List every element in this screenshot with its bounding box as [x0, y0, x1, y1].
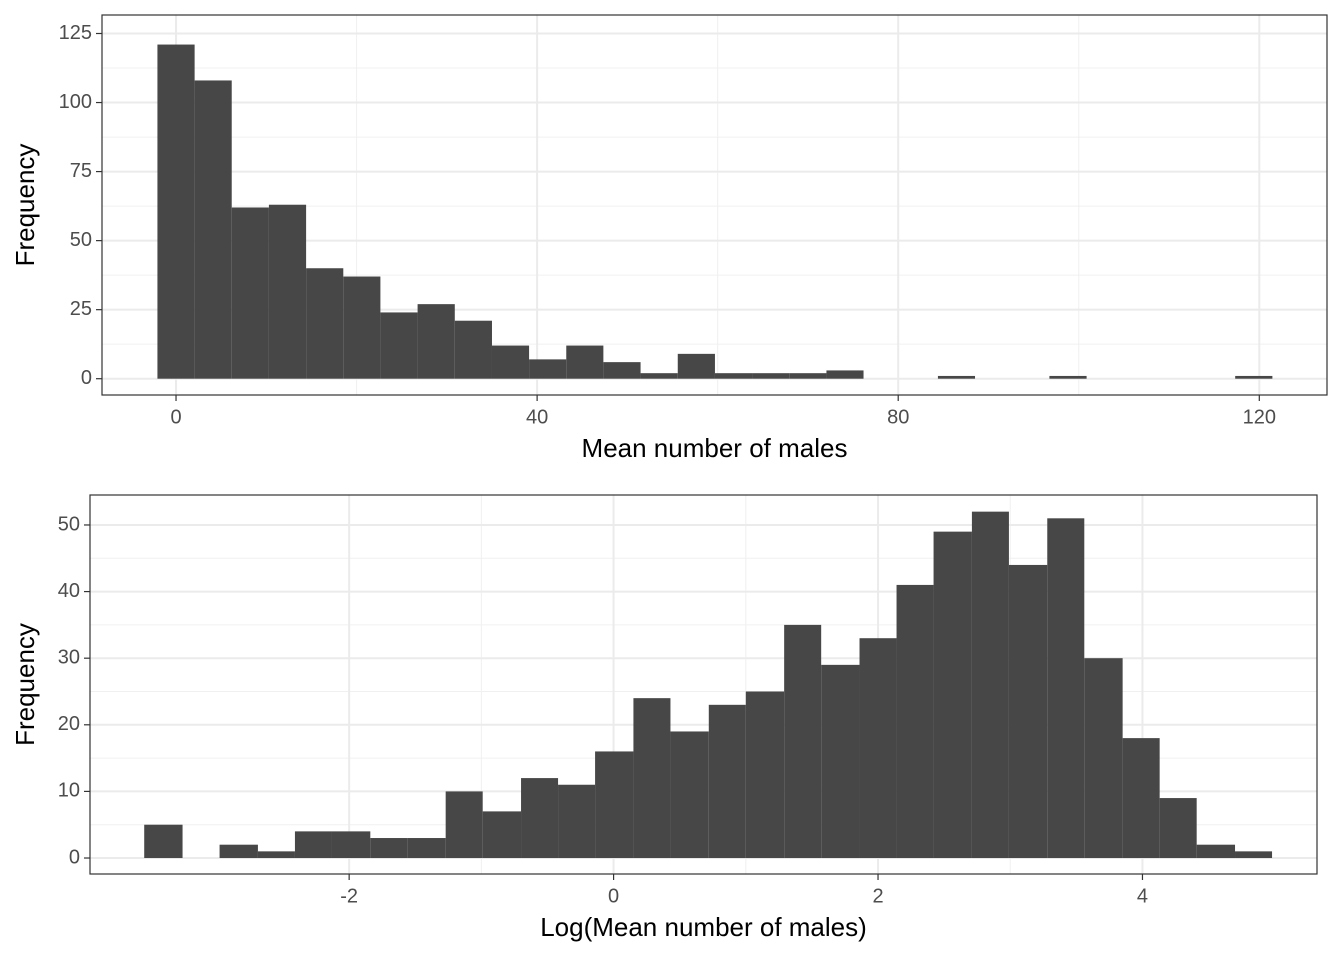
bar	[708, 704, 746, 859]
y-tick-label: 30	[58, 646, 80, 668]
bar	[343, 276, 381, 379]
y-tick-label: 100	[59, 91, 92, 113]
bar	[529, 359, 567, 379]
bar	[826, 370, 864, 379]
x-tick-label: 2	[872, 885, 883, 907]
bar	[640, 373, 678, 379]
bar	[937, 375, 976, 379]
x-tick-label: 4	[1137, 885, 1148, 907]
bar	[1196, 844, 1236, 859]
bar	[603, 362, 641, 379]
bar	[971, 511, 1009, 859]
bar	[380, 312, 418, 379]
y-axis-title: Frequency	[10, 623, 40, 746]
bar	[1159, 798, 1197, 859]
panel-border	[101, 14, 1328, 396]
x-axis-title: Log(Mean number of males)	[540, 912, 867, 942]
bar	[370, 838, 408, 859]
bar	[482, 811, 522, 859]
bar	[714, 373, 753, 379]
bar	[745, 691, 785, 859]
y-tick-label: 0	[81, 367, 92, 389]
y-tick-label: 75	[70, 160, 92, 182]
bar	[268, 204, 307, 379]
bar	[677, 353, 715, 379]
bar	[670, 731, 709, 859]
y-tick-label: 125	[59, 22, 92, 44]
bar	[306, 268, 344, 379]
bar	[257, 851, 295, 859]
bar	[859, 638, 897, 859]
bar	[633, 698, 671, 859]
y-axis-title: Frequency	[10, 144, 40, 267]
y-tick-label: 50	[58, 513, 80, 535]
bar	[1047, 518, 1085, 859]
bar	[595, 751, 634, 859]
bar	[407, 838, 446, 859]
y-tick-label: 50	[70, 229, 92, 251]
bar	[1049, 375, 1087, 379]
bar	[521, 778, 559, 859]
bar	[789, 373, 827, 379]
bar	[1235, 851, 1273, 859]
bar	[219, 844, 258, 859]
x-tick-label: -2	[340, 885, 358, 907]
bar	[231, 207, 269, 379]
y-tick-label: 40	[58, 580, 80, 602]
bar	[491, 345, 530, 379]
panel-border	[89, 494, 1318, 875]
bar	[896, 584, 934, 859]
bar	[1122, 738, 1160, 859]
bar	[445, 791, 483, 859]
y-tick-label: 0	[69, 846, 80, 868]
x-tick-label: 0	[170, 406, 181, 428]
bar	[821, 664, 860, 859]
bar	[144, 824, 183, 859]
bar	[784, 624, 822, 859]
x-tick-label: 120	[1243, 406, 1276, 428]
bar	[294, 831, 332, 859]
bar	[1008, 564, 1048, 859]
bar	[752, 373, 790, 379]
bar	[454, 320, 492, 379]
bar	[566, 345, 604, 379]
y-tick-label: 25	[70, 298, 92, 320]
y-tick-label: 10	[58, 780, 80, 802]
x-tick-label: 0	[608, 885, 619, 907]
x-tick-label: 80	[887, 406, 909, 428]
x-tick-label: 40	[526, 406, 548, 428]
bar	[558, 784, 596, 859]
bar	[417, 304, 455, 379]
bar	[1235, 375, 1273, 379]
bar	[1084, 658, 1123, 859]
bar	[331, 831, 371, 859]
bar	[933, 531, 972, 859]
y-tick-label: 20	[58, 713, 80, 735]
x-axis-title: Mean number of males	[582, 433, 848, 463]
bar	[157, 44, 195, 379]
bar	[194, 80, 232, 379]
